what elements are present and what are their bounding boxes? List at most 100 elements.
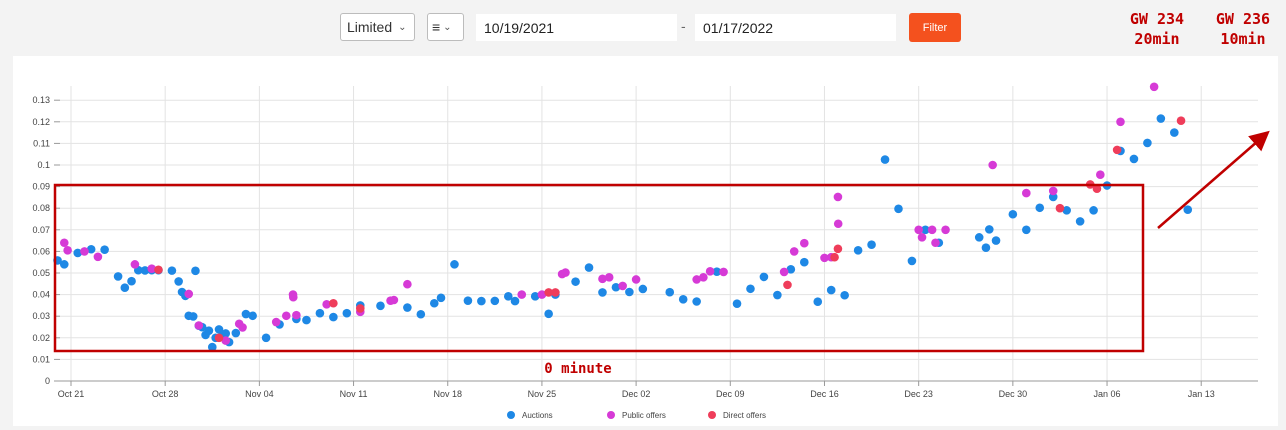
gw234-annotation: GW 234 20min <box>1117 9 1197 49</box>
data-point <box>974 233 984 242</box>
data-point <box>86 244 96 254</box>
data-point <box>429 298 439 308</box>
x-tick-label: Dec 16 <box>810 389 839 399</box>
data-point <box>342 308 352 318</box>
data-points <box>53 82 1193 352</box>
y-tick-label: 0 <box>45 376 50 386</box>
data-point <box>416 309 426 319</box>
date-separator: - <box>681 18 686 34</box>
data-point <box>631 275 641 284</box>
series-direct-offers <box>154 116 1186 343</box>
x-tick-label: Nov 04 <box>245 389 274 399</box>
data-point <box>746 284 755 294</box>
legend-marker <box>607 411 615 419</box>
data-point <box>867 240 876 250</box>
data-point <box>403 279 412 289</box>
data-point <box>853 246 863 255</box>
data-point <box>611 282 621 292</box>
data-point <box>880 155 890 164</box>
series-public-offers <box>59 82 1159 345</box>
data-point <box>530 292 540 301</box>
data-point <box>1143 138 1152 148</box>
type-select[interactable]: Limited ⌄ <box>340 13 415 41</box>
legend-label: Direct offers <box>723 411 766 420</box>
data-point <box>207 342 217 352</box>
data-point <box>302 315 311 325</box>
data-point <box>618 281 627 291</box>
data-point <box>1096 170 1105 180</box>
data-point <box>799 238 809 248</box>
date-to-input[interactable]: 01/17/2022 <box>695 14 896 41</box>
data-point <box>174 277 183 286</box>
data-point <box>477 296 486 306</box>
data-point <box>638 284 648 294</box>
data-point <box>833 192 843 202</box>
data-point <box>927 225 937 235</box>
y-tick-label: 0.04 <box>32 290 50 300</box>
y-tick-label: 0.07 <box>32 225 50 235</box>
data-point <box>292 310 301 320</box>
data-point <box>917 233 927 242</box>
zero-minute-box <box>53 183 1145 353</box>
y-tick-label: 0.12 <box>32 117 50 127</box>
view-select[interactable]: ≡ ⌄ <box>427 13 464 41</box>
data-point <box>712 267 722 277</box>
data-point <box>988 160 997 170</box>
data-point <box>1089 206 1098 215</box>
data-point <box>907 256 917 266</box>
data-point <box>167 266 177 275</box>
list-menu-icon: ≡ <box>432 19 441 35</box>
data-point <box>699 273 708 282</box>
data-point <box>678 295 688 304</box>
y-tick-label: 0.13 <box>32 95 50 105</box>
data-point <box>719 267 728 277</box>
data-point <box>221 336 231 345</box>
data-point <box>231 328 241 338</box>
gw236-annotation: GW 236 10min <box>1203 9 1283 49</box>
chevron-down-icon: ⌄ <box>443 21 452 33</box>
data-point <box>981 243 991 253</box>
data-point <box>799 257 809 267</box>
y-tick-label: 0.03 <box>32 311 50 321</box>
y-tick-label: 0.05 <box>32 268 50 278</box>
x-tick-label: Dec 30 <box>999 389 1028 399</box>
data-point <box>604 273 614 282</box>
data-point <box>1156 114 1166 123</box>
data-point <box>194 321 204 330</box>
gw234-duration: 20min <box>1134 30 1180 48</box>
data-point <box>73 248 83 258</box>
data-point <box>355 304 365 313</box>
data-point <box>773 290 782 300</box>
data-point <box>436 293 446 303</box>
data-point <box>315 308 325 318</box>
data-point <box>991 236 1001 245</box>
data-point <box>813 297 823 307</box>
filter-button[interactable]: Filter <box>909 13 961 42</box>
x-tick-label: Dec 09 <box>716 389 745 399</box>
zero-minute-label: 0 minute <box>544 361 611 377</box>
data-point <box>786 265 796 274</box>
data-point <box>833 244 843 254</box>
data-point <box>1112 145 1122 155</box>
data-point <box>271 317 281 327</box>
data-point <box>584 263 594 272</box>
y-tick-label: 0.02 <box>32 333 50 343</box>
chart-grid <box>60 86 1258 381</box>
data-point <box>830 252 839 262</box>
x-tick-label: Nov 25 <box>528 389 557 399</box>
data-point <box>598 274 607 284</box>
chart-panel <box>13 56 1278 426</box>
data-point <box>127 276 136 286</box>
data-point <box>561 268 570 277</box>
data-point <box>329 298 338 308</box>
date-from-input[interactable]: 10/19/2021 <box>476 14 677 41</box>
data-point <box>188 312 198 321</box>
data-point <box>1062 206 1071 215</box>
data-point <box>692 297 701 306</box>
data-point <box>261 333 271 343</box>
data-point <box>93 252 103 262</box>
data-point <box>571 277 580 286</box>
data-point <box>450 260 459 269</box>
data-point <box>779 267 789 277</box>
